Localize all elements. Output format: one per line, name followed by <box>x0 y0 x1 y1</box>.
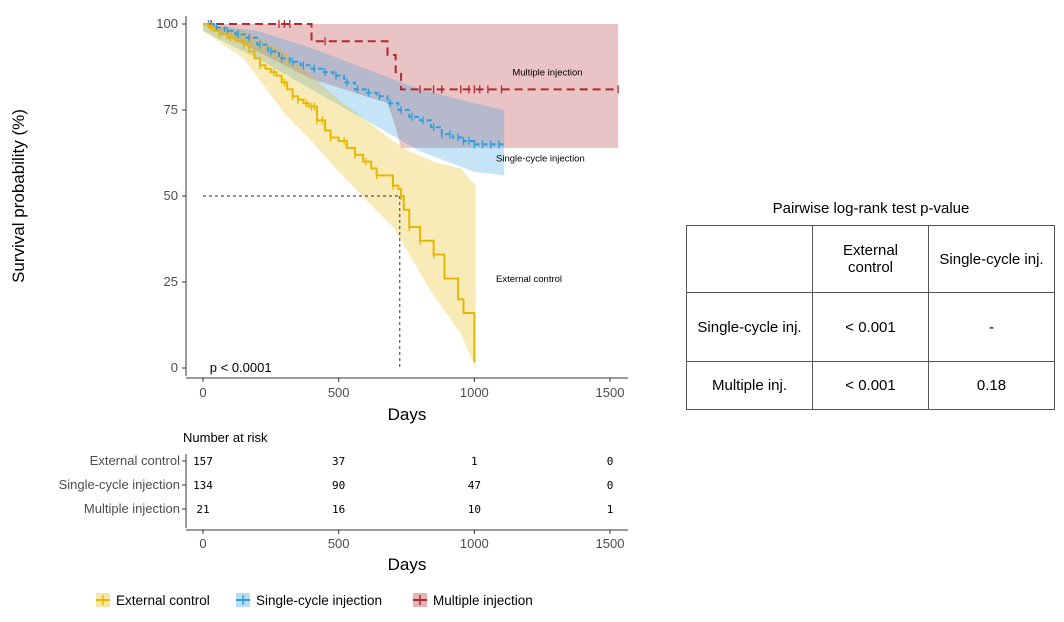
risk-x-tick-label: 1500 <box>596 536 625 551</box>
risk-x-tick-label: 500 <box>328 536 350 551</box>
ci-band-0 <box>203 24 476 368</box>
pvalue-table-row: Multiple inj. < 0.001 0.18 <box>686 361 1055 410</box>
pvalue-row-label: Multiple inj. <box>686 361 813 410</box>
risk-row-label: Single-cycle injection <box>59 477 180 492</box>
risk-cell: 0 <box>607 479 614 492</box>
p-value-text: p < 0.0001 <box>210 360 272 375</box>
pvalue-cell: < 0.001 <box>812 292 929 362</box>
risk-x-tick-label: 0 <box>199 536 206 551</box>
risk-x-axis-title: Days <box>388 555 427 574</box>
y-tick-label: 50 <box>164 188 178 203</box>
y-tick-label: 100 <box>156 16 178 31</box>
risk-row-label: Multiple injection <box>84 501 180 516</box>
survival-curve-2 <box>203 23 619 91</box>
risk-cell: 16 <box>332 503 345 516</box>
pvalue-cell: 0.18 <box>928 361 1055 410</box>
risk-cell: 37 <box>332 455 345 468</box>
x-tick-label: 1500 <box>596 385 625 400</box>
x-axis-title: Days <box>388 405 427 424</box>
y-tick-label: 0 <box>171 360 178 375</box>
pvalue-cell: < 0.001 <box>812 361 929 410</box>
legend-label: Single-cycle injection <box>256 593 382 608</box>
ci-band-1 <box>203 24 505 176</box>
y-tick-label: 75 <box>164 102 178 117</box>
curve-annotation: External control <box>496 274 562 285</box>
pvalue-col-single-cycle: Single-cycle inj. <box>928 225 1055 293</box>
pvalue-table: External control Single-cycle inj. Singl… <box>686 225 1055 410</box>
y-axis-title: Survival probability (%) <box>9 109 28 283</box>
pvalue-table-corner <box>686 225 813 293</box>
risk-cell: 134 <box>193 479 213 492</box>
risk-cell: 10 <box>468 503 481 516</box>
survival-curve-0 <box>203 23 476 363</box>
risk-x-tick-label: 1000 <box>460 536 489 551</box>
risk-row-label: External control <box>90 453 180 468</box>
risk-cell: 1 <box>607 503 614 516</box>
risk-cell: 21 <box>196 503 209 516</box>
legend-label: External control <box>116 593 210 608</box>
pvalue-table-header-row: External control Single-cycle inj. <box>686 225 1055 293</box>
risk-cell: 1 <box>471 455 478 468</box>
risk-cell: 90 <box>332 479 345 492</box>
pvalue-row-label: Single-cycle inj. <box>686 292 813 362</box>
x-tick-label: 0 <box>199 385 206 400</box>
risk-cell: 0 <box>607 455 614 468</box>
y-tick-label: 25 <box>164 274 178 289</box>
survival-curve-1 <box>203 23 505 146</box>
x-tick-label: 500 <box>328 385 350 400</box>
pvalue-table-title: Pairwise log-rank test p-value <box>772 200 970 217</box>
pvalue-cell: - <box>928 292 1055 362</box>
risk-cell: 157 <box>193 455 213 468</box>
risk-table-title: Number at risk <box>183 430 268 445</box>
risk-cell: 47 <box>468 479 481 492</box>
pvalue-col-external-control: External control <box>812 225 929 293</box>
curve-annotation: Single-cycle injection <box>496 154 585 165</box>
x-tick-label: 1000 <box>460 385 489 400</box>
pvalue-table-row: Single-cycle inj. < 0.001 - <box>686 292 1055 362</box>
curve-annotation: Multiple injection <box>512 68 582 79</box>
ci-band-2 <box>203 24 619 148</box>
legend-label: Multiple injection <box>433 593 533 608</box>
